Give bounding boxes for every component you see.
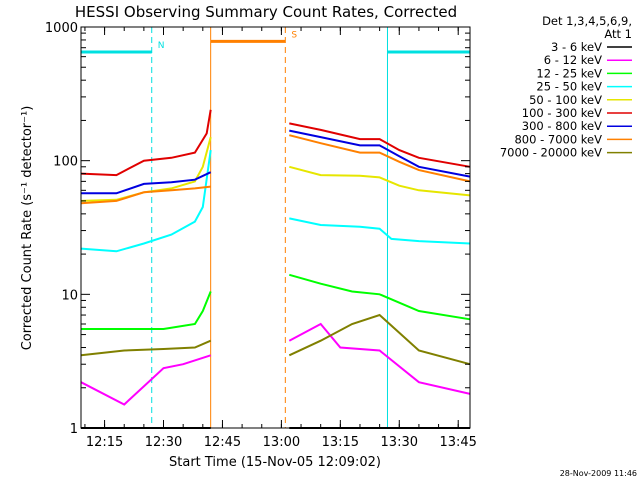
annotation-night-label: N (158, 41, 165, 51)
series-2 (81, 273, 471, 330)
series-line (289, 217, 471, 245)
axis-ticks: 12:15 12:30 12:45 13:00 13:15 13:30 13:45 1 10 10… (45, 21, 477, 450)
series-line (80, 339, 212, 357)
series-line (289, 165, 471, 197)
legend-label: 6 - 12 keV (544, 53, 602, 67)
series-6 (81, 129, 471, 195)
series-line (289, 134, 471, 183)
series-7 (80, 134, 471, 205)
series-1 (80, 322, 471, 406)
plot-frame (80, 26, 471, 429)
x-tick-label: 13:00 (263, 435, 300, 450)
series-line (288, 322, 471, 395)
x-tick-label: 12:15 (86, 435, 123, 450)
y-tick-label: 1000 (45, 21, 78, 36)
series-4 (80, 136, 471, 202)
y-tick-label: 10 (61, 288, 78, 303)
series-5 (80, 109, 471, 177)
series-line (80, 149, 212, 253)
x-tick-label: 12:45 (204, 435, 241, 450)
annotation-saa: S (210, 27, 297, 428)
y-tick-label: 1 (70, 422, 78, 437)
series-line (80, 136, 212, 202)
x-tick-label: 13:45 (439, 435, 476, 450)
x-axis-label: Start Time (15-Nov-05 12:09:02) (169, 455, 381, 470)
series-line (81, 291, 212, 330)
y-axis-label: Corrected Count Rate (s⁻¹ detector⁻¹) (20, 106, 35, 351)
legend-label: 50 - 100 keV (529, 93, 602, 107)
legend-label: 300 - 800 keV (522, 119, 602, 133)
series-line (289, 122, 471, 168)
y-tick-label: 100 (53, 155, 78, 170)
annotation-layer: NS (81, 27, 470, 428)
chart-title: HESSI Observing Summary Count Rates, Cor… (75, 3, 457, 21)
legend-header-line-2: Att 1 (604, 27, 632, 41)
x-tick-label: 13:15 (322, 435, 359, 450)
timestamp: 28-Nov-2009 11:46 (560, 469, 637, 478)
annotation-saa-label: S (291, 30, 297, 40)
series-3 (80, 149, 471, 253)
legend-label: 12 - 25 keV (536, 66, 602, 80)
series-line (80, 354, 212, 406)
series-line (80, 185, 211, 205)
series-line (288, 313, 471, 366)
series-8 (80, 313, 471, 366)
series-line (81, 171, 212, 195)
legend-label: 100 - 300 keV (522, 106, 602, 120)
series-layer (80, 109, 471, 429)
legend-label: 800 - 7000 keV (514, 132, 602, 146)
legend-header-line-1: Det 1,3,4,5,6,9, (542, 14, 632, 28)
series-line (289, 129, 471, 178)
annotation-night: N (81, 27, 470, 428)
x-tick-label: 12:30 (145, 435, 182, 450)
legend-label: 7000 - 20000 keV (500, 146, 602, 160)
legend-label: 3 - 6 keV (551, 40, 602, 54)
series-line (289, 273, 471, 321)
legend-label: 25 - 50 keV (536, 80, 602, 94)
series-line (80, 109, 212, 177)
x-tick-label: 13:30 (381, 435, 418, 450)
